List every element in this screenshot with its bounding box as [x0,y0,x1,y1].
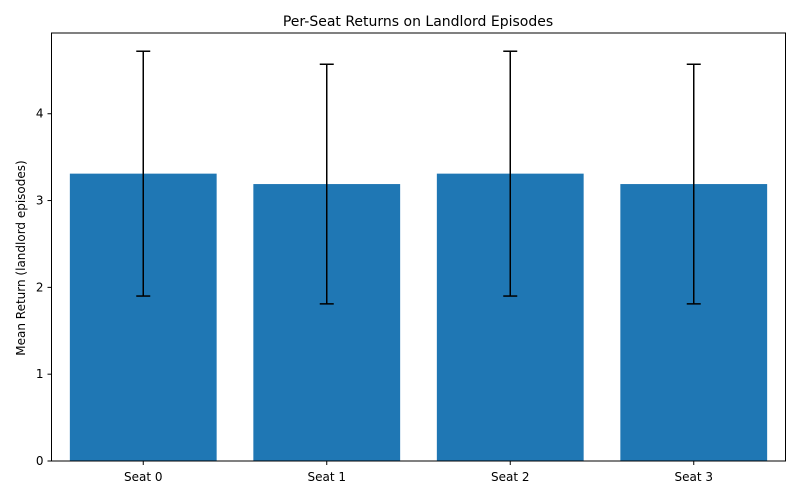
bars-group [69,173,768,461]
y-axis: 0 1 2 3 4 [36,107,52,468]
chart-title: Per-Seat Returns on Landlord Episodes [283,14,553,30]
y-tick-label-1: 1 [36,367,44,381]
y-tick-label-4: 4 [36,107,44,121]
x-tick-label-1: Seat 1 [307,470,346,484]
y-tick-label-0: 0 [36,454,44,468]
y-tick-label-2: 2 [36,280,44,294]
y-axis-label: Mean Return (landlord episodes) [14,160,28,355]
error-bars-group [136,50,701,305]
x-tick-label-2: Seat 2 [491,470,530,484]
x-tick-label-3: Seat 3 [674,470,713,484]
y-tick-label-3: 3 [36,194,44,208]
x-tick-label-0: Seat 0 [124,470,163,484]
x-axis: Seat 0 Seat 1 Seat 2 Seat 3 [124,461,713,484]
plot-frame [51,32,786,462]
